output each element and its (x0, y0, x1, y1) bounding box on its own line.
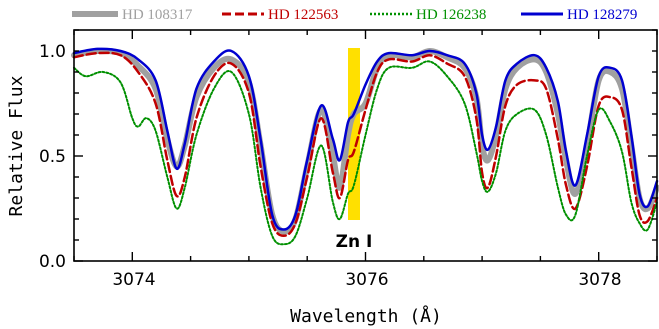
legend-entry-hd-108317: HD 108317 (72, 7, 193, 23)
series-line-hd-108317 (71, 47, 659, 235)
legend: HD 108317 HD 122563 HD 126238 HD 128279 (72, 7, 637, 23)
plot-frame (73, 29, 658, 262)
series-line-hd-128279 (72, 47, 659, 231)
x-axis-title: Wavelength (Å) (290, 305, 442, 327)
legend-entry-hd-126238: HD 126238 (370, 7, 486, 23)
y-tick-label-0-5: 0.5 (39, 147, 66, 167)
series-layer (71, 47, 659, 246)
x-tick-label-3074: 3074 (112, 270, 155, 290)
zn-i-annotation: Zn I (336, 232, 373, 252)
legend-entry-hd-128279: HD 128279 (521, 7, 637, 23)
series-line-hd-122563 (72, 51, 659, 238)
legend-label-hd-126238: HD 126238 (416, 7, 486, 23)
legend-entry-hd-122563: HD 122563 (222, 7, 338, 23)
y-axis-title: Relative Flux (6, 75, 27, 216)
ticks-layer (73, 29, 658, 262)
x-tick-label-3078: 3078 (578, 270, 621, 290)
series-line-hd-126238 (73, 60, 658, 246)
legend-label-hd-128279: HD 128279 (567, 7, 637, 23)
x-tick-label-3076: 3076 (345, 270, 388, 290)
y-tick-label-1-0: 1.0 (39, 42, 66, 62)
y-tick-label-0-0: 0.0 (39, 252, 66, 272)
legend-label-hd-108317: HD 108317 (122, 7, 193, 23)
legend-label-hd-122563: HD 122563 (268, 7, 338, 23)
